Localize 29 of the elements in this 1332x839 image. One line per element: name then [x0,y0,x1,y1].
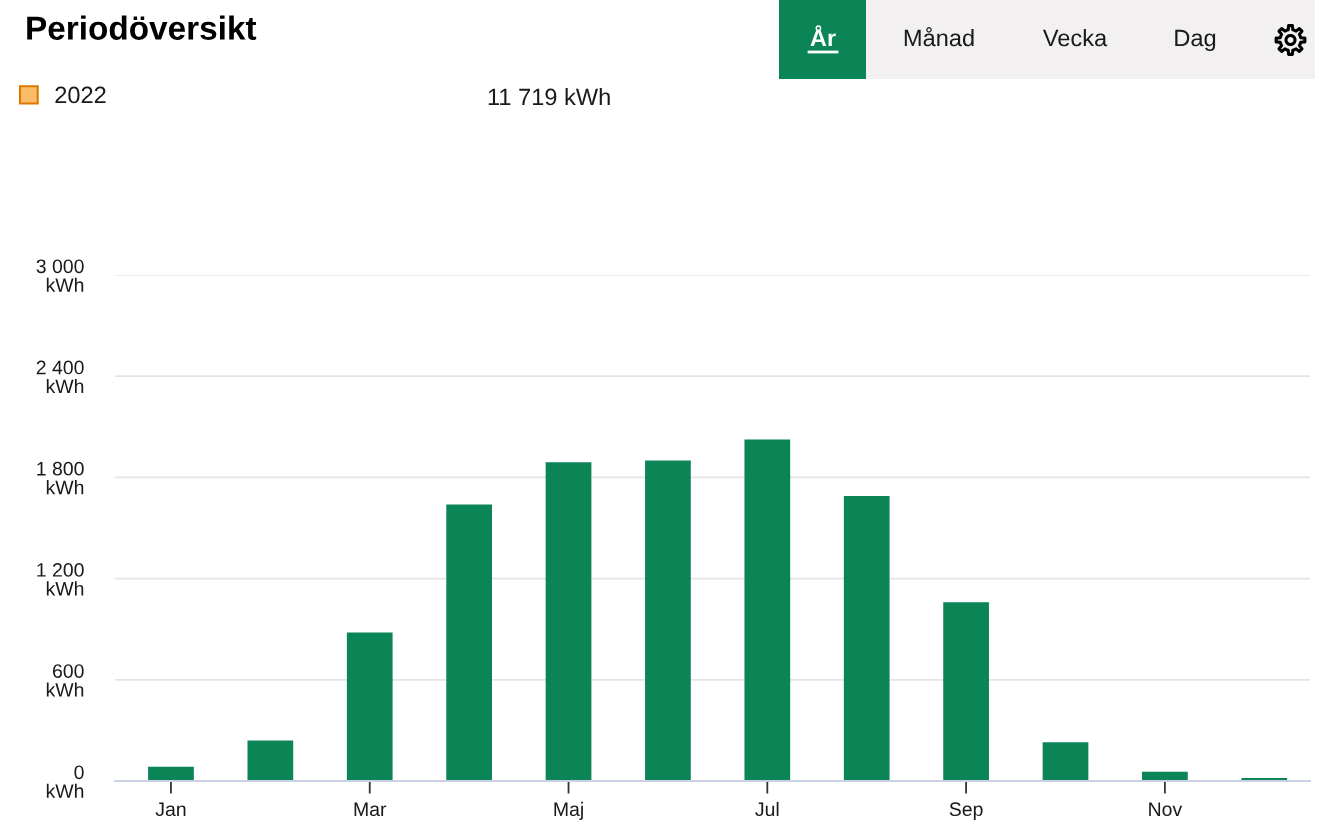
bar [645,460,691,781]
text: 2022 [55,86,106,104]
text: Månad [904,27,974,47]
y-tick-label: 1 200 kWh [37,563,84,596]
text: Vecka [1042,29,1108,47]
x-tick-label: Maj [554,801,583,820]
chart-title: Periodöversikt [27,15,257,40]
x-tick-label: Mar [354,802,387,817]
text: Dag [1175,29,1216,51]
bar [148,766,194,781]
bar [943,602,989,781]
bar [446,504,492,781]
y-tick-label: 600 kWh [46,664,84,697]
bar [346,632,393,781]
y-tick-label: 1 800 kWh [37,461,84,495]
bar [744,439,791,781]
bar [1042,742,1089,781]
x-tick-label: Sep [949,802,983,820]
y-tick-label: 3 000 kWh [36,259,84,292]
y-tick-label: 2 400 kWh [36,360,84,394]
x-tick-label: Jul [755,801,779,817]
text: År [810,25,836,47]
bar [843,495,890,781]
x-tick-label: Jan [155,802,186,817]
bar [545,462,592,781]
y-tick-label: 0 kWh [46,765,84,798]
x-tick-label: Nov [1149,802,1183,817]
text: 11 719 kWh [488,88,610,106]
bar [247,740,294,781]
